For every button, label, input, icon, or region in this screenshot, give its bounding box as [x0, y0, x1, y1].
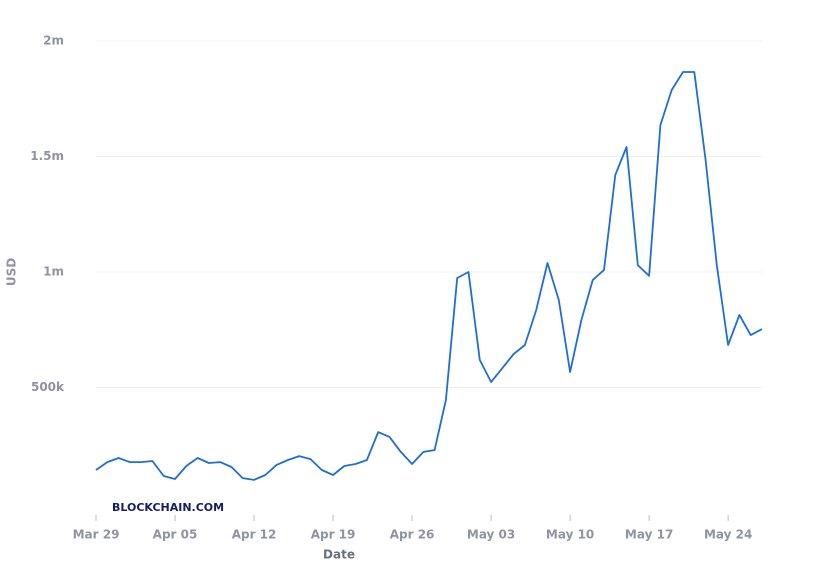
data-line [95, 71, 763, 481]
x-tick-label: Apr 05 [153, 528, 198, 542]
x-tick-label: Apr 26 [390, 528, 435, 542]
x-tick-label: May 10 [546, 528, 594, 542]
x-axis-label: Date [323, 548, 355, 562]
x-tick-label: May 17 [625, 528, 673, 542]
y-tick-label: 1m [43, 265, 64, 279]
watermark: BLOCKCHAIN.COM [112, 501, 224, 514]
y-tick-label: 2m [43, 34, 64, 48]
x-tick-label: Apr 12 [232, 528, 277, 542]
y-axis-label: USD [5, 258, 19, 286]
x-tick-label: May 03 [467, 528, 515, 542]
x-tick-label: May 24 [704, 528, 752, 542]
y-tick-label: 500k [31, 380, 65, 394]
x-tick-label: Mar 29 [73, 528, 120, 542]
x-tick-label: Apr 19 [311, 528, 356, 542]
y-tick-label: 1.5m [30, 149, 64, 163]
